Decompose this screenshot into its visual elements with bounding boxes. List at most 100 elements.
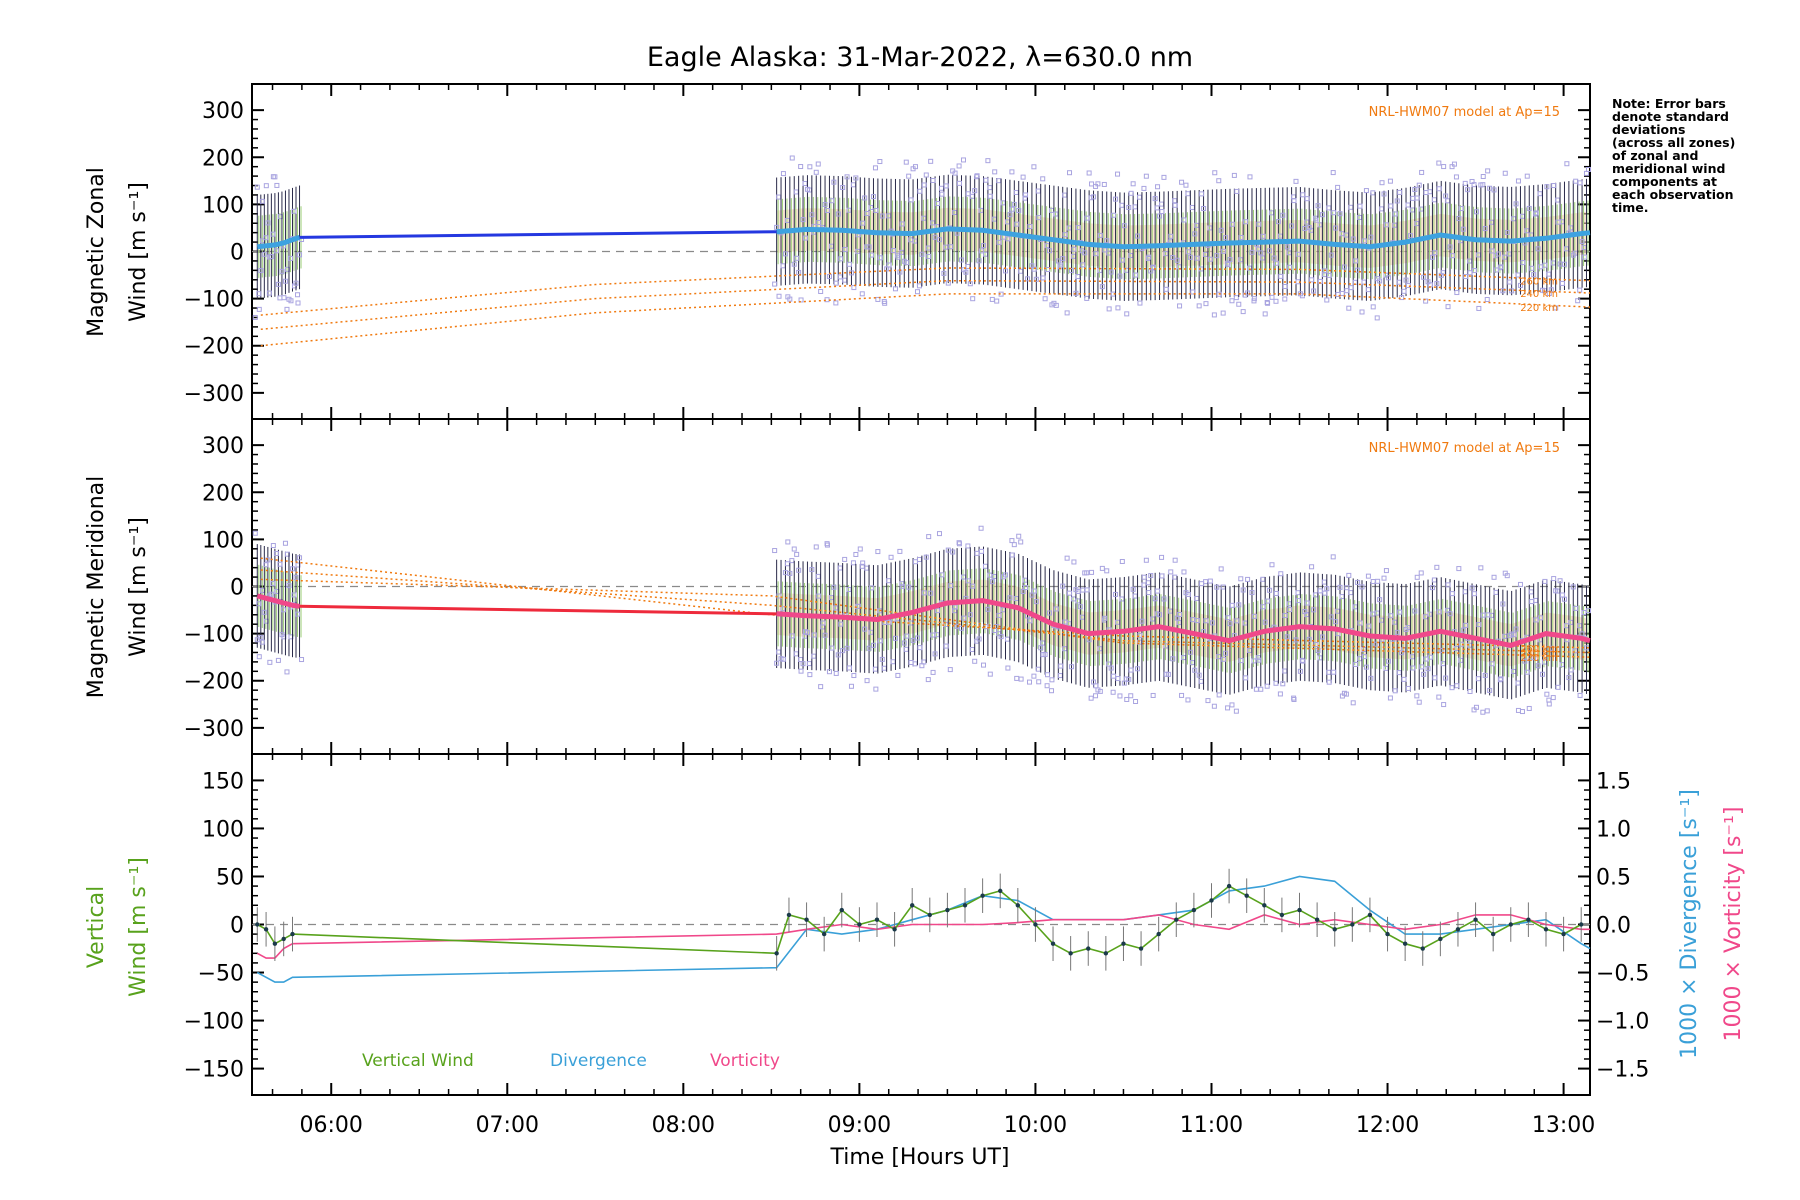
sample-point xyxy=(1313,217,1319,223)
sample-point xyxy=(1551,576,1557,582)
sample-point xyxy=(1328,614,1334,620)
sample-point xyxy=(921,182,927,188)
sample-point xyxy=(1117,273,1123,279)
sample-point xyxy=(796,269,802,275)
sample-point xyxy=(1141,582,1147,588)
sample-point xyxy=(921,590,927,596)
vertical-wind-point xyxy=(1438,936,1443,942)
sample-point xyxy=(1475,676,1481,682)
vertical-wind-point xyxy=(1226,883,1232,889)
sample-point xyxy=(1463,622,1469,628)
sample-point xyxy=(1542,578,1548,584)
sample-point xyxy=(793,651,799,657)
sample-point xyxy=(941,270,947,276)
sample-point xyxy=(1372,641,1378,647)
sample-point xyxy=(1211,312,1217,318)
sample-point xyxy=(1581,254,1587,260)
sample-point xyxy=(1240,587,1246,593)
vertical-wind-point xyxy=(998,888,1003,894)
sample-point xyxy=(1559,592,1565,598)
sample-point xyxy=(1132,204,1138,210)
sample-point xyxy=(1053,302,1059,308)
sample-point xyxy=(1453,174,1459,180)
x-tick-label: 09:00 xyxy=(828,1113,891,1138)
sample-point xyxy=(873,686,879,692)
sample-point xyxy=(1326,272,1332,278)
sample-point xyxy=(270,580,276,586)
sample-point xyxy=(1111,673,1117,679)
sample-point xyxy=(1031,588,1037,594)
vertical-wind-point xyxy=(962,903,968,908)
sample-point xyxy=(1154,205,1160,211)
y-tick-label: 150 xyxy=(202,769,244,794)
sample-point xyxy=(1126,676,1132,682)
sample-point xyxy=(1482,672,1488,678)
sample-point xyxy=(1462,589,1468,595)
sample-point xyxy=(890,659,896,665)
sample-point xyxy=(989,579,995,585)
sample-point xyxy=(1192,667,1198,673)
sample-point xyxy=(277,561,283,567)
vertical-wind-point xyxy=(1350,922,1355,927)
sample-point xyxy=(928,590,934,596)
sample-point xyxy=(1069,664,1075,670)
sample-point xyxy=(1355,579,1361,585)
sample-point xyxy=(970,296,976,302)
sample-point xyxy=(1469,585,1475,591)
sample-point xyxy=(798,668,804,674)
sample-point xyxy=(789,633,795,639)
sample-point xyxy=(881,665,887,671)
sample-point xyxy=(1110,689,1116,695)
sample-point xyxy=(1245,576,1251,582)
sample-point xyxy=(850,560,856,566)
vertical-wind-point xyxy=(1244,893,1249,898)
vertical-wind-point xyxy=(804,917,809,922)
sample-point xyxy=(289,566,295,572)
sample-point xyxy=(1473,704,1479,710)
sample-point xyxy=(1099,565,1105,571)
vertical-wind-point xyxy=(774,951,779,956)
sample-point xyxy=(1216,291,1222,297)
sample-point xyxy=(1273,260,1279,266)
sample-point xyxy=(1196,672,1202,678)
sample-point xyxy=(1163,286,1169,292)
sample-point xyxy=(895,254,901,260)
y-tick-label: −100 xyxy=(184,288,244,313)
sample-point xyxy=(1080,262,1086,268)
note-line: components at xyxy=(1612,174,1717,189)
sample-point xyxy=(282,540,288,546)
sample-point xyxy=(822,632,828,638)
sample-point xyxy=(970,583,976,589)
divergence-line xyxy=(256,875,1591,983)
error-bar-note: Note: Error bars denote standard deviati… xyxy=(1612,96,1735,215)
sample-point xyxy=(1491,187,1497,193)
sample-point xyxy=(1423,190,1429,196)
sample-point xyxy=(1271,255,1277,261)
sample-point xyxy=(1324,586,1330,592)
sample-point xyxy=(1493,589,1499,595)
sample-point xyxy=(1273,590,1279,596)
sample-point xyxy=(793,189,799,195)
sample-point xyxy=(1280,212,1286,218)
sample-point xyxy=(1005,636,1011,642)
sample-point xyxy=(1031,266,1037,272)
sample-point xyxy=(1579,239,1585,245)
sample-point xyxy=(1328,252,1334,258)
sample-point xyxy=(1031,164,1037,170)
sample-point xyxy=(1141,185,1147,191)
sample-point xyxy=(974,550,980,556)
sample-point xyxy=(1480,709,1486,715)
sample-point xyxy=(1412,187,1418,193)
sample-point xyxy=(1350,236,1356,242)
sample-point xyxy=(936,237,942,243)
sample-point xyxy=(806,661,812,667)
sample-point xyxy=(1084,570,1090,576)
sample-point xyxy=(1172,202,1178,208)
vertical-wind-point xyxy=(1138,946,1144,951)
sample-point xyxy=(1407,233,1413,239)
sample-point xyxy=(1379,206,1385,212)
sample-point xyxy=(1500,601,1506,607)
sample-point xyxy=(1264,683,1270,689)
sample-point xyxy=(1199,581,1205,587)
sample-point xyxy=(888,554,894,560)
